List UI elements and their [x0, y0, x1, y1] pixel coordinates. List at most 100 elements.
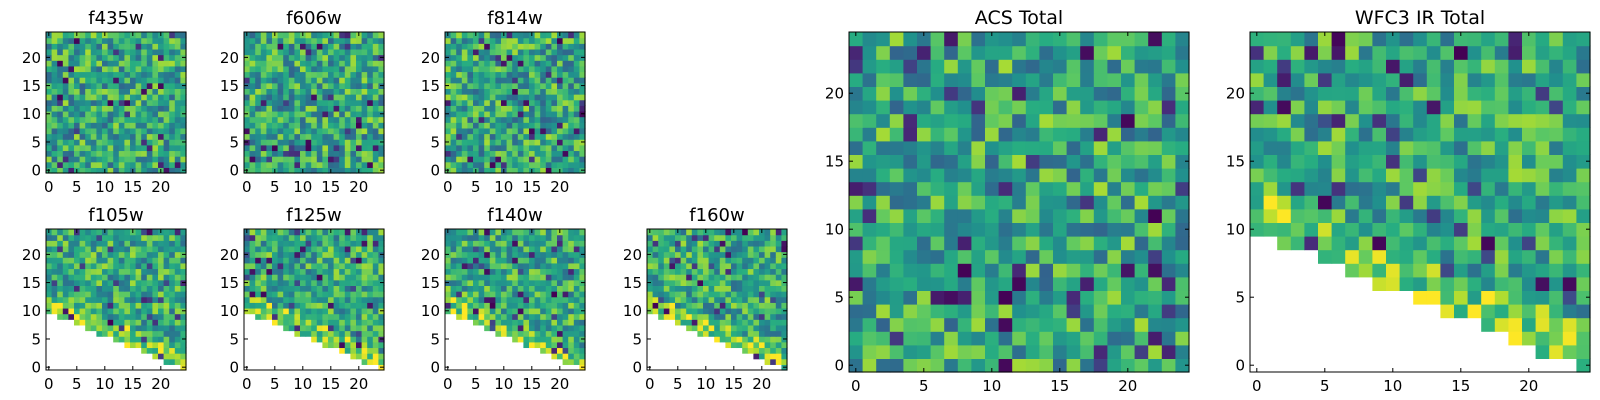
- heatmap-cell: [158, 291, 165, 298]
- heatmap-cell: [163, 285, 170, 292]
- heatmap-cell: [1522, 276, 1537, 291]
- heatmap-cell: [1454, 208, 1469, 223]
- heatmap-cell: [473, 240, 480, 247]
- heatmap-cell: [781, 257, 788, 264]
- heatmap-cell: [669, 307, 676, 315]
- heatmap-cell: [557, 37, 564, 44]
- heatmap-cell: [1481, 195, 1496, 210]
- heatmap-cell: [971, 331, 986, 346]
- heatmap-cell: [79, 161, 86, 168]
- heatmap-cell: [316, 77, 323, 84]
- heatmap-cell: [489, 139, 496, 146]
- heatmap-cell: [506, 139, 513, 146]
- heatmap-cell: [930, 113, 945, 128]
- heatmap-cell: [1358, 181, 1373, 196]
- heatmap-cell: [1175, 72, 1190, 87]
- heatmap-cell: [333, 139, 340, 146]
- heatmap-cell: [266, 94, 273, 101]
- heatmap-cell: [305, 60, 312, 67]
- heatmap-cell: [135, 167, 142, 174]
- heatmap-cell: [1012, 181, 1027, 196]
- heatmap-cell: [1440, 276, 1455, 291]
- heatmap-cell: [708, 307, 715, 315]
- heatmap-cell: [344, 139, 351, 146]
- heatmap-cell: [862, 195, 877, 210]
- heatmap-cell: [1467, 276, 1482, 291]
- heatmap-cell: [102, 161, 109, 168]
- heatmap-cell: [1522, 263, 1537, 278]
- heatmap-cell: [501, 37, 508, 44]
- heatmap-cell: [74, 279, 81, 286]
- heatmap-cell: [1121, 181, 1136, 196]
- heatmap-cell: [62, 245, 69, 253]
- heatmap-cell: [113, 307, 120, 315]
- heatmap-cell: [889, 113, 904, 128]
- heatmap-cell: [517, 150, 524, 157]
- heatmap-cell: [523, 133, 530, 140]
- heatmap-cell: [461, 48, 468, 56]
- heatmap-cell: [146, 37, 153, 44]
- heatmap-cell: [736, 274, 743, 281]
- heatmap-cell: [917, 168, 932, 183]
- heatmap-cell: [102, 251, 109, 258]
- heatmap-cell: [862, 276, 877, 291]
- heatmap-cell: [473, 302, 480, 309]
- heatmap-cell: [311, 133, 318, 140]
- heatmap-cell: [169, 71, 176, 78]
- heatmap-cell: [1080, 32, 1095, 47]
- heatmap-cell: [568, 347, 575, 354]
- heatmap-cell: [714, 251, 721, 258]
- heatmap-cell: [124, 257, 131, 264]
- heatmap-cell: [135, 65, 142, 73]
- heatmap-cell: [663, 234, 670, 241]
- heatmap-cell: [753, 307, 760, 315]
- heatmap-cell: [489, 262, 496, 270]
- heatmap-cell: [573, 229, 580, 236]
- heatmap-cell: [1508, 331, 1523, 346]
- heatmap-cell: [294, 285, 301, 292]
- heatmap-cell: [534, 99, 541, 106]
- heatmap-cell: [781, 330, 788, 337]
- heatmap-cell: [118, 32, 125, 39]
- heatmap-cell: [169, 324, 176, 332]
- heatmap-cell: [102, 139, 109, 146]
- heatmap-cell: [255, 285, 262, 292]
- heatmap-cell: [372, 110, 379, 118]
- heatmap-cell: [1053, 358, 1068, 373]
- heatmap-cell: [124, 296, 131, 303]
- heatmap-cell: [1012, 45, 1027, 60]
- heatmap-cell: [691, 240, 698, 247]
- heatmap-cell: [719, 336, 726, 343]
- heatmap-cell: [79, 167, 86, 174]
- heatmap-cell: [456, 127, 463, 135]
- heatmap-cell: [333, 251, 340, 258]
- heatmap-cell: [573, 296, 580, 303]
- heatmap-cell: [742, 341, 749, 349]
- heatmap-cell: [333, 262, 340, 270]
- heatmap-cell: [534, 150, 541, 157]
- heatmap-cell: [1508, 317, 1523, 332]
- heatmap-cell: [534, 336, 541, 343]
- heatmap-cell: [1148, 276, 1163, 291]
- heatmap-cell: [775, 262, 782, 270]
- heatmap-cell: [311, 229, 318, 236]
- heatmap-cell: [985, 154, 1000, 169]
- heatmap-cell: [529, 144, 536, 152]
- heatmap-cell: [74, 127, 81, 135]
- heatmap-cell: [669, 251, 676, 258]
- heatmap-cell: [736, 279, 743, 286]
- heatmap-cell: [130, 279, 137, 286]
- heatmap-cell: [169, 296, 176, 303]
- heatmap-cell: [113, 240, 120, 247]
- heatmap-cell: [742, 262, 749, 270]
- heatmap-cell: [244, 60, 251, 67]
- heatmap-cell: [51, 54, 58, 61]
- heatmap-cell: [731, 251, 738, 258]
- heatmap-cell: [163, 48, 170, 56]
- heatmap-cell: [322, 105, 329, 112]
- heatmap-cell: [378, 353, 385, 360]
- heatmap-cell: [1522, 222, 1537, 237]
- heatmap-cell: [534, 127, 541, 135]
- heatmap-cell: [467, 82, 474, 89]
- heatmap-cell: [573, 71, 580, 78]
